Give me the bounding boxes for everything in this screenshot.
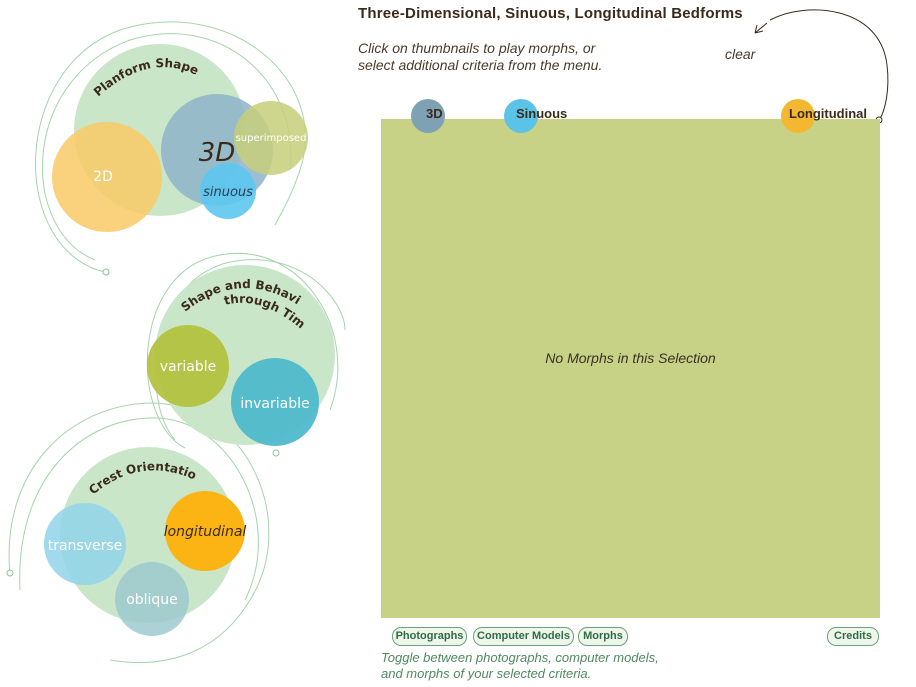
photographs-button[interactable]: Photographs	[392, 627, 467, 646]
selected-3d-label: 3D	[426, 106, 443, 121]
option-2d-label: 2D	[93, 169, 113, 185]
toggle-note-line-1: Toggle between photographs, computer mod…	[381, 650, 659, 665]
toggle-note: Toggle between photographs, computer mod…	[381, 650, 711, 682]
option-variable[interactable]: variable	[147, 325, 229, 407]
criteria-menu: Planform Shape 2D 3D superimposed sinuou…	[0, 0, 346, 663]
option-longitudinal-label: longitudinal	[164, 524, 247, 540]
option-oblique[interactable]: oblique	[115, 562, 189, 636]
option-invariable-label: invariable	[240, 396, 309, 412]
option-transverse[interactable]: transverse	[44, 503, 126, 585]
credits-button[interactable]: Credits	[827, 627, 879, 646]
selected-3d-dot[interactable]	[411, 99, 445, 133]
instruction-line-2: select additional criteria from the menu…	[358, 57, 603, 73]
selected-sinuous-dot[interactable]	[504, 99, 538, 133]
option-transverse-label: transverse	[48, 538, 123, 554]
clear-link[interactable]: clear	[725, 46, 756, 62]
option-3d-label: 3D	[199, 138, 236, 168]
instruction-text: Click on thumbnails to play morphs, or s…	[358, 40, 688, 74]
empty-message: No Morphs in this Selection	[545, 350, 716, 366]
orbit-node	[6, 569, 14, 577]
option-oblique-label: oblique	[126, 592, 178, 608]
selected-longitudinal-label: Longitudinal	[789, 106, 867, 121]
option-superimposed[interactable]: superimposed	[234, 101, 308, 175]
option-invariable[interactable]: invariable	[231, 358, 319, 446]
option-superimposed-label: superimposed	[236, 133, 307, 144]
option-sinuous-label: sinuous	[203, 185, 253, 200]
morphs-button[interactable]: Morphs	[578, 627, 628, 646]
morph-viewer	[381, 119, 880, 618]
orbit-node	[272, 449, 280, 457]
option-sinuous[interactable]: sinuous	[200, 163, 256, 219]
toggle-note-line-2: and morphs of your selected criteria.	[381, 666, 592, 681]
instruction-line-1: Click on thumbnails to play morphs, or	[358, 40, 596, 56]
option-2d[interactable]: 2D	[52, 122, 162, 232]
page-title: Three-Dimensional, Sinuous, Longitudinal…	[358, 5, 743, 22]
selected-sinuous-label: Sinuous	[516, 106, 568, 121]
selected-longitudinal-dot[interactable]	[781, 99, 815, 133]
option-variable-label: variable	[160, 359, 216, 375]
orbit-node	[102, 268, 110, 276]
option-longitudinal[interactable]: longitudinal	[164, 491, 247, 571]
computer-models-button[interactable]: Computer Models	[473, 627, 574, 646]
